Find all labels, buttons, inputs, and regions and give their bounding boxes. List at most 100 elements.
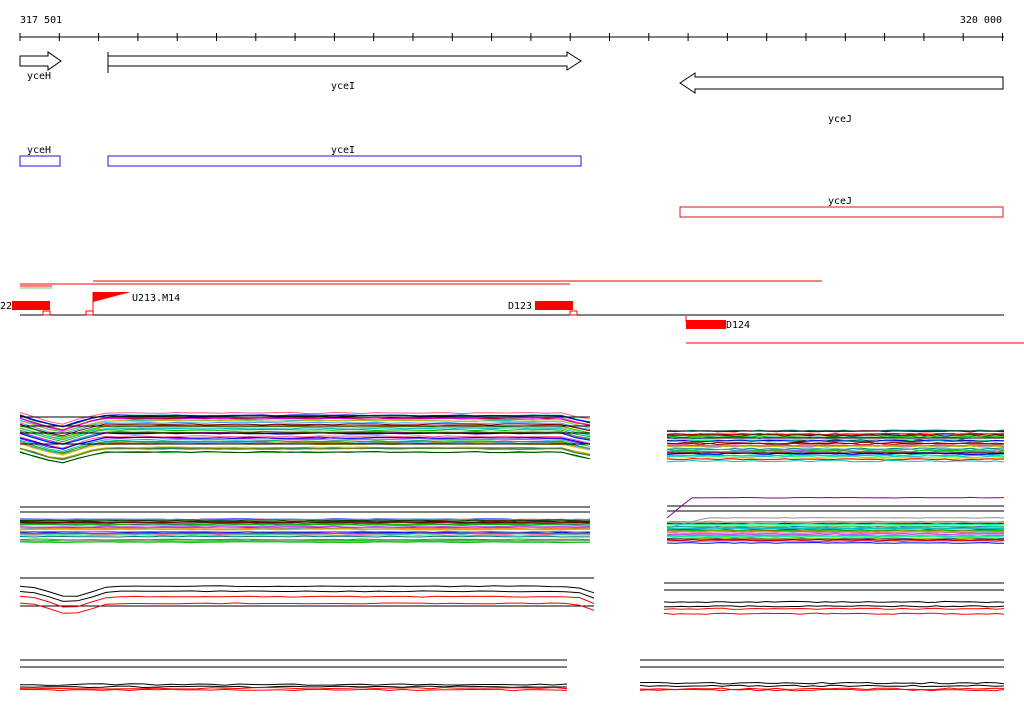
profile-line (666, 530, 1005, 533)
profile-line (666, 434, 1005, 437)
profile-bundle (666, 429, 1005, 463)
gene-arrow-shape (19, 51, 62, 71)
profile-line (666, 537, 1005, 540)
profile-line (19, 688, 568, 692)
annotation-box (107, 155, 582, 167)
profile-line (19, 527, 590, 530)
profile-line (19, 523, 591, 526)
profile-bundle (666, 520, 1005, 544)
profile-line (639, 684, 1005, 688)
profile-bundle (19, 411, 591, 464)
profile-line (19, 595, 595, 608)
feature-block-left[interactable] (12, 301, 50, 310)
profile-line (666, 531, 1005, 534)
feature-label-right: D124 (726, 320, 750, 331)
expression-profile-tracks (19, 411, 1005, 692)
gene-arrow-yceI[interactable]: yceI (107, 51, 582, 92)
profile-bundle (666, 496, 1005, 519)
profile-line (19, 534, 591, 537)
profile-line (666, 522, 1005, 525)
gene-arrow-yceH[interactable]: yceH (19, 51, 62, 82)
gene-arrow-shape (679, 72, 1004, 94)
profile-line (666, 447, 1005, 451)
annotation-label-yceJ: yceJ (828, 196, 852, 207)
annotation-box (19, 155, 61, 167)
profile-line (19, 438, 591, 452)
profile-line (666, 523, 1005, 526)
profile-line (19, 451, 591, 464)
profile-line (639, 687, 1005, 691)
profile-line (19, 521, 591, 524)
annotation-box-yceH[interactable]: yceH (19, 145, 61, 167)
profile-line (666, 443, 1005, 447)
profile-reference-lines (667, 505, 1004, 512)
profile-reference-lines (20, 659, 567, 668)
profile-line (19, 538, 591, 541)
profile-line (19, 447, 591, 460)
profile-bundle (663, 600, 1005, 615)
feature-marker (42, 310, 51, 316)
gene-label-yceJ: yceJ (828, 114, 852, 125)
flag-feature-label: U213.M14 (132, 293, 180, 304)
profile-line (19, 428, 591, 443)
gene-arrow-track: yceH yceI yceJ (19, 51, 1004, 125)
annotation-label-yceH: yceH (27, 145, 51, 156)
coordinate-ruler: 317 501 320 000 (19, 15, 1004, 41)
profile-line (667, 540, 1005, 542)
profile-line (666, 439, 1005, 443)
profile-line (666, 521, 1005, 524)
profile-line (663, 600, 1005, 604)
profile-line (19, 423, 591, 437)
profile-line (639, 688, 1005, 692)
feature-block-mid[interactable] (535, 301, 573, 310)
profile-line (19, 427, 591, 441)
profile-line (666, 533, 1005, 536)
profile-line (19, 411, 591, 425)
feature-label-left: 22 (0, 301, 12, 312)
profile-line (666, 496, 1005, 519)
profile-line (19, 539, 591, 543)
profile-line (663, 607, 1005, 610)
annotation-box-yceI[interactable]: yceI (107, 145, 582, 167)
profile-line (19, 685, 568, 689)
ruler-start-label: 317 501 (20, 15, 62, 26)
profile-reference-lines (667, 430, 1004, 454)
annotation-box-yceJ[interactable]: yceJ (679, 196, 1004, 218)
profile-line (19, 532, 591, 535)
profile-line (19, 441, 591, 455)
profile-line (19, 686, 568, 690)
gene-label-yceI: yceI (331, 81, 355, 92)
profile-line (19, 417, 591, 432)
profile-line (19, 450, 591, 464)
annotation-box (679, 206, 1004, 218)
feature-marker (569, 310, 578, 316)
profile-reference-lines (640, 659, 1004, 668)
profile-line (666, 535, 1005, 538)
profile-bundle (666, 517, 1005, 529)
profile-line (666, 525, 1005, 527)
feature-track: 22 U213.M14 D123 D124 (0, 280, 1024, 344)
feature-label-mid: D123 (508, 301, 532, 312)
feature-block-right[interactable] (686, 320, 726, 329)
gene-arrow-yceJ[interactable]: yceJ (679, 72, 1004, 125)
profile-line (664, 605, 1005, 608)
profile-line (666, 525, 1005, 528)
flag-feature[interactable]: U213.M14 (85, 292, 180, 316)
profile-line (666, 452, 1005, 456)
profile-line (639, 681, 1005, 685)
profile-line (666, 538, 1005, 541)
profile-line (19, 436, 591, 450)
profile-line (663, 612, 1005, 615)
profile-line (19, 585, 595, 597)
profile-line (19, 426, 591, 440)
profile-line (666, 542, 1005, 544)
profile-line (19, 525, 591, 528)
annotation-label-yceI: yceI (331, 145, 355, 156)
flag-icon (93, 292, 131, 302)
profile-line (19, 519, 591, 522)
profile-bundle (19, 585, 595, 614)
gene-label-yceH: yceH (27, 71, 51, 82)
ruler-end-label: 320 000 (960, 15, 1002, 26)
profile-line (19, 447, 591, 460)
